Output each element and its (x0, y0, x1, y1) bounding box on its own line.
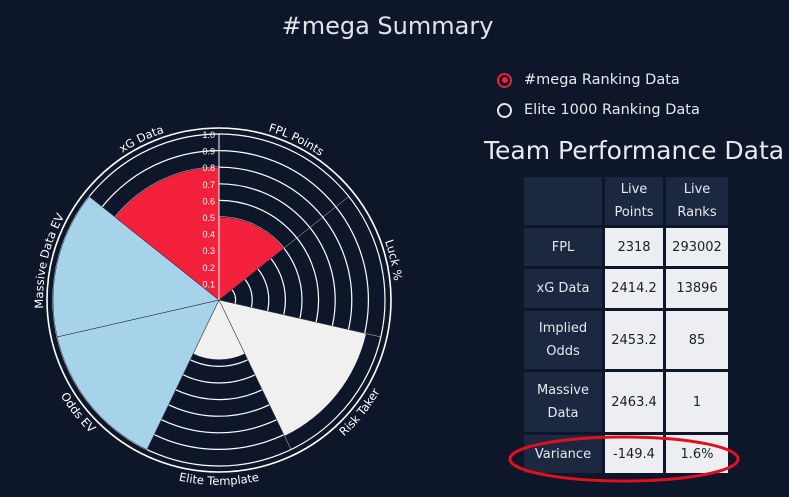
page-title: #mega Summary (281, 12, 494, 40)
table-row: xG Data 2414.2 13896 (524, 269, 728, 308)
row-label: Implied Odds (524, 311, 602, 369)
cell-rank: 85 (666, 311, 728, 369)
cell-points: -149.4 (605, 435, 663, 473)
wedge-fpl-points (218, 216, 285, 301)
radio-selected-icon[interactable] (497, 72, 512, 88)
r-tick-label: 1.0 (202, 130, 215, 140)
cell-rank: 13896 (666, 269, 728, 308)
row-label: xG Data (524, 269, 602, 308)
r-tick-label: 0.4 (202, 230, 215, 240)
outer-ring (46, 127, 392, 473)
table-row: Implied Odds 2453.2 85 (524, 311, 728, 369)
polar-area-chart: 0.10.20.30.40.50.60.70.80.91.0 FPL Points… (32, 120, 405, 488)
cell-points: 2414.2 (605, 269, 663, 308)
r-tick-label: 0.2 (202, 263, 215, 273)
table-header-row: Live Points Live Ranks (524, 177, 728, 225)
r-tick-label: 0.7 (202, 180, 215, 190)
r-tick-label: 0.6 (202, 196, 215, 206)
cell-points: 2453.2 (605, 311, 663, 369)
radio-label-elite: Elite 1000 Ranking Data (524, 102, 700, 118)
table-row: FPL 2318 293002 (524, 228, 728, 266)
cell-points: 2318 (605, 228, 663, 266)
row-label: Variance (524, 435, 602, 473)
cell-rank: 1.6% (666, 435, 728, 473)
wedge-odds-ev (56, 299, 220, 450)
header-blank (524, 177, 602, 225)
row-label: FPL (524, 228, 602, 266)
performance-title: Team Performance Data (484, 136, 785, 165)
header-live-ranks: Live Ranks (666, 177, 728, 225)
cell-rank: 293002 (666, 228, 728, 266)
category-label: Elite Template (178, 470, 260, 488)
wedge-xg-data (114, 166, 220, 301)
radio-label-mega: #mega Ranking Data (524, 72, 680, 88)
wedge-risk-taker (218, 299, 367, 437)
cell-rank: 1 (666, 372, 728, 432)
r-tick-label: 0.9 (202, 147, 215, 157)
table-row-highlighted: Variance -149.4 1.6% (524, 435, 728, 473)
r-tick-label: 0.8 (202, 163, 215, 173)
performance-table: Live Points Live Ranks FPL 2318 293002 x… (521, 174, 731, 476)
r-tick-label: 0.5 (202, 213, 215, 223)
radio-elite-ranking[interactable]: Elite 1000 Ranking Data (497, 102, 700, 118)
r-tick-label: 0.3 (202, 246, 215, 256)
cell-points: 2463.4 (605, 372, 663, 432)
table-row: Massive Data 2463.4 1 (524, 372, 728, 432)
radio-unselected-icon[interactable] (497, 102, 512, 118)
r-tick-label: 0.1 (202, 279, 215, 289)
wedge-elite-template (192, 299, 246, 360)
category-label: Risk Taker (336, 386, 382, 439)
row-label: Massive Data (524, 372, 602, 432)
wedge-massive-data-ev (52, 196, 220, 338)
radio-mega-ranking[interactable]: #mega Ranking Data (497, 72, 680, 88)
header-live-points: Live Points (605, 177, 663, 225)
